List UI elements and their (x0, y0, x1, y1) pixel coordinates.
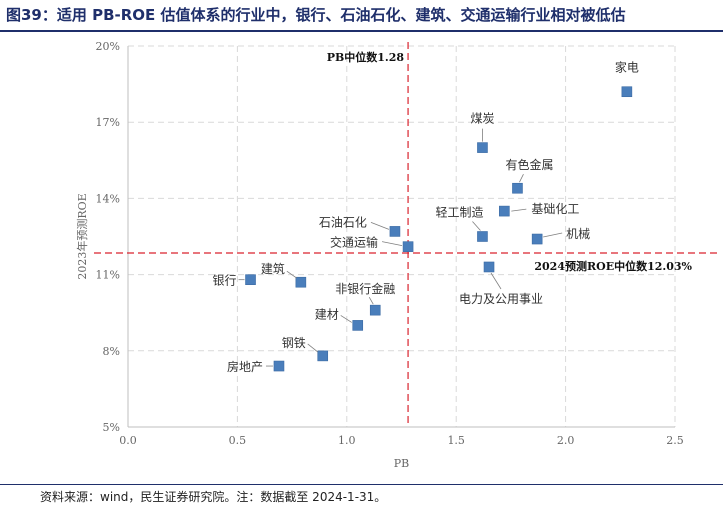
data-label-leader (472, 221, 481, 231)
data-point-marker (499, 205, 510, 217)
x-tick-label: 1.5 (447, 434, 465, 447)
data-point-建材: 建材 (315, 307, 364, 331)
data-point-marker (402, 241, 414, 252)
data-point-marker (531, 233, 543, 245)
data-point-label: 非银行金融 (335, 281, 395, 296)
data-point-label: 建筑 (261, 261, 285, 276)
data-point-marker (621, 86, 633, 98)
data-label-leader (543, 232, 563, 238)
data-point-label: 煤炭 (470, 112, 494, 126)
data-point-建筑: 建筑 (261, 261, 307, 288)
data-point-label: 基础化工 (531, 202, 579, 216)
data-point-煤炭: 煤炭 (470, 112, 494, 153)
data-point-机械: 机械 (531, 226, 590, 245)
data-label-leader (381, 241, 403, 247)
data-point-marker (317, 350, 329, 362)
x-tick-label: 0.5 (229, 434, 247, 447)
data-point-marker (369, 304, 381, 316)
y-tick-label: 14% (96, 192, 120, 205)
data-point-label: 有色金属 (505, 157, 553, 172)
data-point-基础化工: 基础化工 (499, 202, 579, 217)
data-point-label: 轻工制造 (435, 206, 483, 220)
roe-median-label: 2024预测ROE中位数12.03% (534, 259, 692, 273)
data-label-leader (511, 208, 527, 212)
x-tick-label: 2.0 (557, 434, 575, 447)
data-point-marker (483, 261, 495, 273)
data-point-marker (512, 182, 523, 194)
source-note: 资料来源：wind，民生证券研究院。注：数据截至 2024-1-31。 (40, 490, 387, 504)
data-point-label: 交通运输 (330, 235, 378, 250)
data-point-非银行金融: 非银行金融 (335, 281, 395, 316)
data-point-label: 机械 (566, 226, 590, 241)
y-tick-label: 20% (96, 40, 120, 53)
data-label-leader (286, 270, 298, 279)
data-point-交通运输: 交通运输 (330, 235, 414, 252)
data-point-有色金属: 有色金属 (505, 157, 553, 194)
data-point-轻工制造: 轻工制造 (435, 206, 488, 242)
data-label-leader (368, 296, 374, 305)
data-point-marker (352, 320, 364, 331)
data-point-marker (389, 226, 401, 237)
data-point-marker (477, 231, 488, 242)
title-divider (0, 30, 723, 32)
data-point-marker (273, 360, 285, 372)
data-label-leader (519, 174, 524, 183)
data-point-label: 电力及公用事业 (459, 292, 543, 306)
x-tick-label: 1.0 (338, 434, 356, 447)
y-axis-title: 2023年预测ROE (75, 193, 89, 279)
chart-title: 图39：适用 PB-ROE 估值体系的行业中，银行、石油石化、建筑、交通运输行业… (6, 6, 626, 24)
data-point-label: 房地产 (227, 359, 263, 374)
data-label-leader (490, 272, 502, 290)
y-tick-label: 8% (103, 345, 120, 358)
x-tick-label: 2.5 (666, 434, 684, 447)
data-point-marker (245, 274, 256, 285)
x-tick-label: 0.0 (119, 434, 137, 447)
data-point-label: 石油石化 (319, 215, 367, 229)
data-point-石油石化: 石油石化 (319, 215, 401, 237)
data-point-银行: 银行 (213, 274, 256, 288)
data-label-leader (340, 315, 352, 323)
data-point-电力及公用事业: 电力及公用事业 (459, 261, 543, 306)
data-point-label: 银行 (213, 274, 237, 288)
pb-median-label: PB中位数1.28 (327, 50, 405, 64)
data-label-leader (307, 343, 318, 353)
data-point-钢铁: 钢铁 (282, 336, 329, 362)
data-point-房地产: 房地产 (227, 359, 285, 374)
x-axis-title: PB (394, 457, 410, 470)
data-point-家电: 家电 (615, 60, 639, 98)
data-label-leader (370, 222, 390, 230)
y-tick-label: 17% (96, 116, 120, 129)
pb-roe-scatter-chart: 0.0 0.5 1.0 1.5 2.0 2.5 5% 8% 11% 14% 17% 20% PB 2023… (75, 40, 718, 470)
data-point-label: 家电 (615, 60, 639, 75)
data-point-label: 建材 (315, 307, 339, 321)
y-tick-label: 5% (103, 421, 120, 434)
data-point-label: 钢铁 (282, 336, 306, 350)
data-point-marker (477, 142, 488, 153)
data-point-marker (295, 276, 307, 288)
source-divider (0, 484, 723, 485)
y-tick-label: 11% (96, 269, 120, 282)
